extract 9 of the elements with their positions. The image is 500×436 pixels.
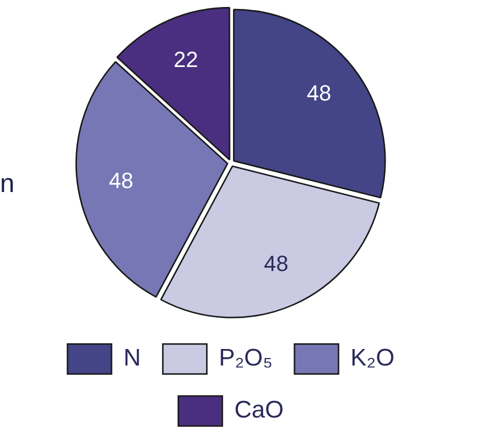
legend-label: CaO	[234, 396, 284, 424]
legend-label: K₂O	[350, 344, 394, 372]
data-label: 48	[108, 168, 134, 193]
data-label: 22	[174, 47, 198, 72]
data-label: 48	[306, 80, 332, 106]
legend-label: N	[124, 344, 141, 372]
legend-label: P₂O₅	[218, 344, 273, 372]
data-label: 48	[264, 251, 288, 276]
text: n	[0, 168, 14, 198]
